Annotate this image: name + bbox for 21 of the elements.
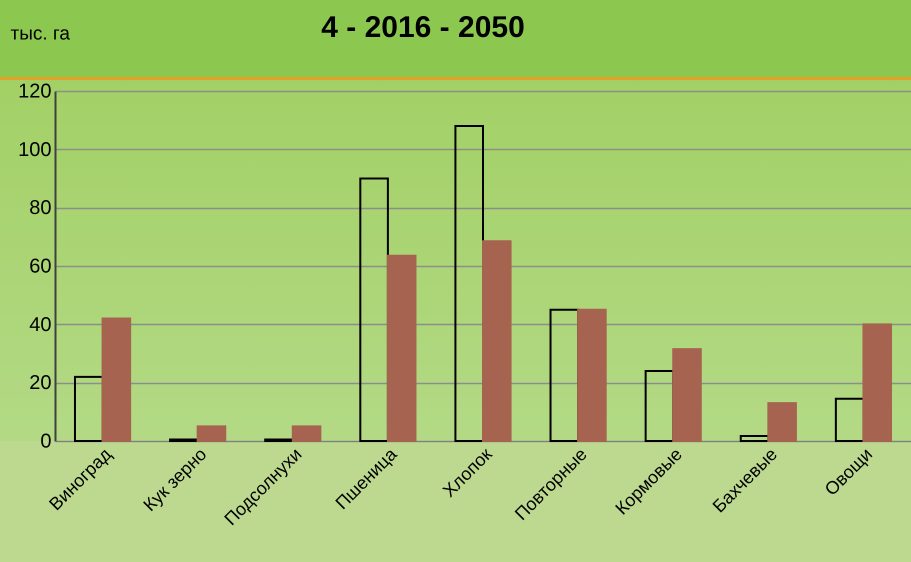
y-tick-label: 80	[29, 197, 52, 220]
bar	[264, 438, 294, 442]
y-tick-label: 120	[18, 80, 52, 102]
y-tick-label: 60	[29, 256, 52, 278]
bar	[577, 308, 607, 442]
bar	[292, 425, 322, 442]
y-axis-title: тыс. га	[10, 24, 70, 44]
bar	[672, 348, 702, 442]
bar	[862, 323, 892, 442]
bar	[740, 435, 770, 442]
chart-title: 4 - 2016 - 2050	[321, 11, 525, 44]
y-tick-label: 100	[18, 138, 52, 161]
y-tick-label: 20	[29, 372, 52, 394]
bar	[386, 254, 416, 442]
bar	[169, 438, 199, 442]
y-tick-label: 0	[40, 430, 52, 452]
bar	[767, 402, 797, 442]
bar	[196, 425, 226, 442]
bar	[482, 240, 512, 442]
y-tick-label: 40	[29, 314, 52, 336]
bar	[102, 318, 132, 442]
